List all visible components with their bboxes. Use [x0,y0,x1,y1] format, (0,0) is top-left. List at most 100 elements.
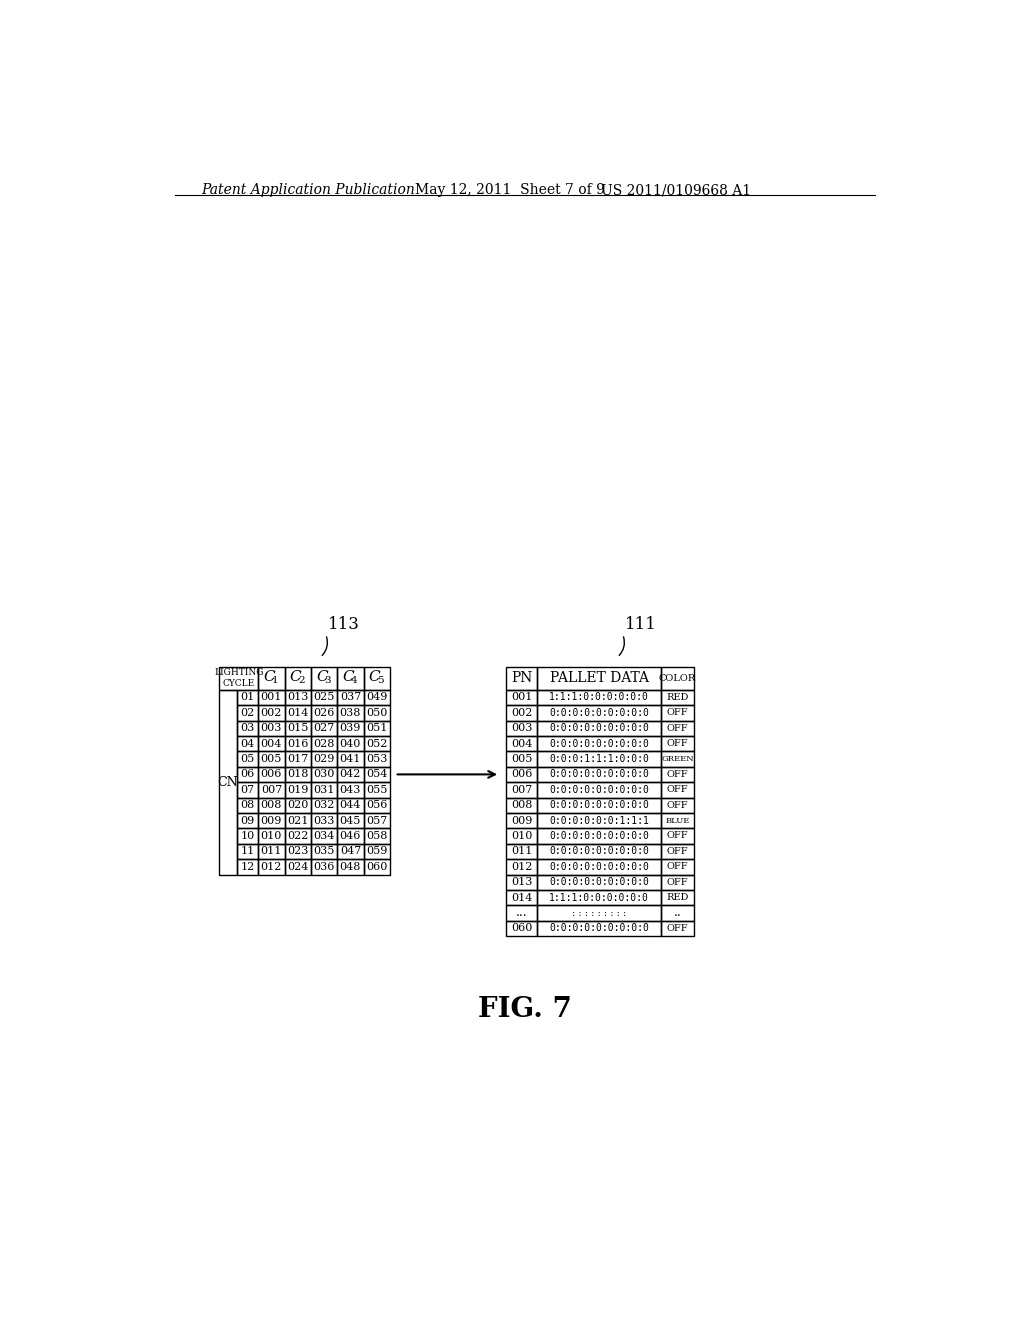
Bar [662,767,693,781]
Text: Patent Application Publication: Patent Application Publication [202,183,416,197]
Text: 058: 058 [367,832,387,841]
Text: 07: 07 [241,785,254,795]
Bar [364,751,390,767]
Text: 011: 011 [261,846,282,857]
Bar [538,751,662,767]
Text: 014: 014 [287,708,308,718]
Bar [506,921,538,936]
Bar [285,781,311,797]
Bar [311,781,337,797]
Text: OFF: OFF [667,862,688,871]
Bar [662,797,693,813]
Text: US 2011/0109668 A1: US 2011/0109668 A1 [601,183,751,197]
Text: May 12, 2011  Sheet 7 of 9: May 12, 2011 Sheet 7 of 9 [415,183,604,197]
Bar [285,813,311,829]
Bar [311,767,337,781]
Text: 021: 021 [287,816,308,825]
Text: 0:0:0:0:0:0:0:0:0: 0:0:0:0:0:0:0:0:0 [549,924,649,933]
Text: 060: 060 [511,924,532,933]
Bar [538,843,662,859]
Text: CN: CN [218,776,239,788]
Text: 008: 008 [261,800,282,810]
Bar [237,705,258,721]
Text: ..: .. [674,907,681,920]
Bar [506,737,538,751]
Text: 013: 013 [511,878,532,887]
Text: 040: 040 [340,739,361,748]
Text: 045: 045 [340,816,361,825]
Text: 036: 036 [313,862,335,871]
Text: 014: 014 [511,892,532,903]
Text: 060: 060 [367,862,387,871]
Bar [285,859,311,875]
Text: 0:0:0:0:0:0:1:1:1: 0:0:0:0:0:0:1:1:1 [549,816,649,825]
Text: 1:1:1:0:0:0:0:0:0: 1:1:1:0:0:0:0:0:0 [549,693,649,702]
Text: 029: 029 [313,754,335,764]
Bar [538,705,662,721]
Bar [311,829,337,843]
Bar [506,859,538,875]
Bar [237,721,258,737]
Bar [337,781,364,797]
Bar [337,767,364,781]
Bar [662,781,693,797]
Bar [506,751,538,767]
Text: 0:0:0:0:0:0:0:0:0: 0:0:0:0:0:0:0:0:0 [549,862,649,871]
Text: 020: 020 [287,800,308,810]
Text: 02: 02 [241,708,255,718]
Text: PN: PN [511,671,532,685]
Text: 022: 022 [287,832,308,841]
Text: 047: 047 [340,846,361,857]
Bar [337,859,364,875]
Text: FIG. 7: FIG. 7 [478,995,571,1023]
Text: 12: 12 [241,862,255,871]
Text: 039: 039 [340,723,361,733]
Bar [285,751,311,767]
Text: 013: 013 [287,693,308,702]
Text: 008: 008 [511,800,532,810]
Bar [237,737,258,751]
Bar [506,781,538,797]
Text: 050: 050 [367,708,387,718]
Bar [237,797,258,813]
Bar [285,767,311,781]
Bar [364,797,390,813]
Bar [506,705,538,721]
Bar [237,843,258,859]
Bar [506,906,538,921]
Bar [311,667,337,689]
Bar [285,667,311,689]
Bar [258,721,285,737]
Bar [258,829,285,843]
Bar [538,921,662,936]
Bar [258,767,285,781]
Text: 1: 1 [272,676,279,685]
Text: 023: 023 [287,846,308,857]
Bar [285,705,311,721]
Text: 04: 04 [241,739,255,748]
Bar [311,721,337,737]
Bar [285,737,311,751]
Text: 010: 010 [261,832,282,841]
Bar [337,813,364,829]
Text: 043: 043 [340,785,361,795]
Bar [311,859,337,875]
Bar [337,667,364,689]
Bar [506,767,538,781]
Text: OFF: OFF [667,924,688,933]
Bar [538,737,662,751]
Text: 004: 004 [511,739,532,748]
Bar [285,690,311,705]
Text: COLOR: COLOR [658,673,696,682]
Text: 0:0:0:0:0:0:0:0:0: 0:0:0:0:0:0:0:0:0 [549,770,649,779]
Bar [258,737,285,751]
Text: 0:0:0:0:0:0:0:0:0: 0:0:0:0:0:0:0:0:0 [549,739,649,748]
Bar [311,797,337,813]
Text: 038: 038 [340,708,361,718]
Text: : : : : : : : : :: : : : : : : : : : [572,908,627,917]
Text: OFF: OFF [667,801,688,809]
Text: 025: 025 [313,693,335,702]
Text: GREEN: GREEN [662,755,694,763]
Text: 005: 005 [261,754,282,764]
Bar [285,721,311,737]
